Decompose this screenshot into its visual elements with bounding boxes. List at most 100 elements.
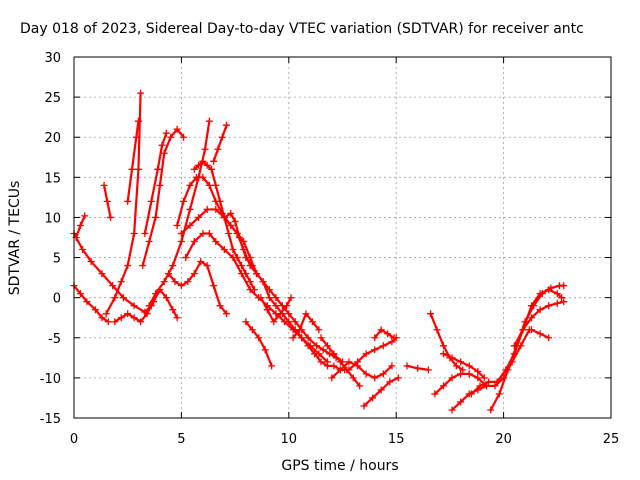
data-point [281, 318, 289, 326]
data-point [328, 374, 336, 382]
data-point [79, 246, 87, 254]
data-point [104, 318, 112, 326]
data-point [336, 358, 344, 366]
data-point [111, 294, 119, 302]
data-point [384, 330, 392, 338]
y-axis-tick-labels: -15 -10 -5 0 5 10 15 20 25 30 [40, 51, 61, 427]
data-point [317, 358, 325, 366]
data-point [545, 334, 553, 342]
data-point [205, 229, 213, 237]
series-track-17 [220, 209, 261, 278]
data-point [124, 262, 132, 270]
data-point [103, 197, 111, 205]
data-point [315, 350, 323, 358]
data-point [173, 314, 181, 322]
data-point [356, 382, 364, 390]
data-point [227, 209, 235, 217]
data-point [439, 350, 447, 358]
data-point [431, 390, 439, 398]
x-tick-label: 0 [70, 432, 78, 447]
series-line [167, 260, 228, 315]
data-point [203, 161, 211, 169]
data-point [504, 366, 512, 374]
data-point [250, 286, 258, 294]
data-point [134, 165, 142, 173]
data-point [289, 326, 297, 334]
y-tick-label: -15 [40, 412, 61, 427]
data-point [91, 306, 99, 314]
data-point [304, 334, 312, 342]
series-line [513, 300, 565, 347]
data-point [263, 306, 271, 314]
data-point [210, 157, 218, 165]
data-point [495, 390, 503, 398]
series-track-34 [528, 326, 553, 342]
series-line [330, 360, 394, 379]
data-point [439, 382, 447, 390]
data-point [485, 378, 493, 386]
data-point [510, 342, 518, 350]
data-point [459, 366, 467, 374]
data-point [199, 173, 207, 181]
series-track-24 [360, 374, 402, 410]
data-point [538, 290, 546, 298]
x-axis-tick-labels: 0 5 10 15 20 25 [70, 432, 619, 447]
data-point [424, 366, 432, 374]
data-point [186, 205, 194, 213]
data-point [190, 165, 198, 173]
data-point [223, 310, 231, 318]
data-point [536, 306, 544, 314]
data-point [379, 370, 387, 378]
data-point [128, 165, 136, 173]
data-point [199, 229, 207, 237]
data-point [394, 374, 402, 382]
data-point [212, 181, 220, 189]
data-point [272, 302, 280, 310]
data-point [379, 342, 387, 350]
data-point [362, 350, 370, 358]
data-point [270, 318, 278, 326]
series-line [373, 328, 396, 339]
series-line [141, 128, 185, 267]
series-track-28 [431, 370, 490, 398]
data-point [190, 270, 198, 278]
data-point [192, 173, 200, 181]
data-point [160, 149, 168, 157]
data-point [276, 310, 284, 318]
series-track-11 [165, 258, 231, 318]
data-point [137, 89, 145, 97]
data-point [197, 258, 205, 266]
series-track-22 [328, 358, 396, 382]
y-tick-label: 0 [53, 292, 61, 307]
data-point [158, 141, 166, 149]
data-point [553, 290, 561, 298]
data-point [545, 302, 553, 310]
data-point [452, 362, 460, 370]
data-point [298, 334, 306, 342]
series-line [180, 208, 344, 363]
data-point [147, 197, 155, 205]
data-point [289, 334, 297, 342]
series-line [212, 124, 228, 163]
x-tick-label: 5 [177, 432, 185, 447]
data-point [457, 398, 465, 406]
data-point [130, 314, 138, 322]
data-point [173, 125, 181, 133]
data-point [143, 310, 151, 318]
data-point [201, 145, 209, 153]
series-track-7 [124, 117, 142, 205]
data-point [156, 181, 164, 189]
data-point [242, 318, 250, 326]
series-line [442, 352, 486, 379]
data-point [195, 161, 203, 169]
data-point [323, 342, 331, 350]
series-line [105, 91, 142, 315]
x-tick-label: 15 [388, 432, 405, 447]
data-point [162, 129, 170, 137]
data-point [184, 278, 192, 286]
data-point [210, 282, 218, 290]
data-point [203, 262, 211, 270]
data-point [212, 238, 220, 246]
data-point [390, 334, 398, 342]
data-point [137, 318, 145, 326]
